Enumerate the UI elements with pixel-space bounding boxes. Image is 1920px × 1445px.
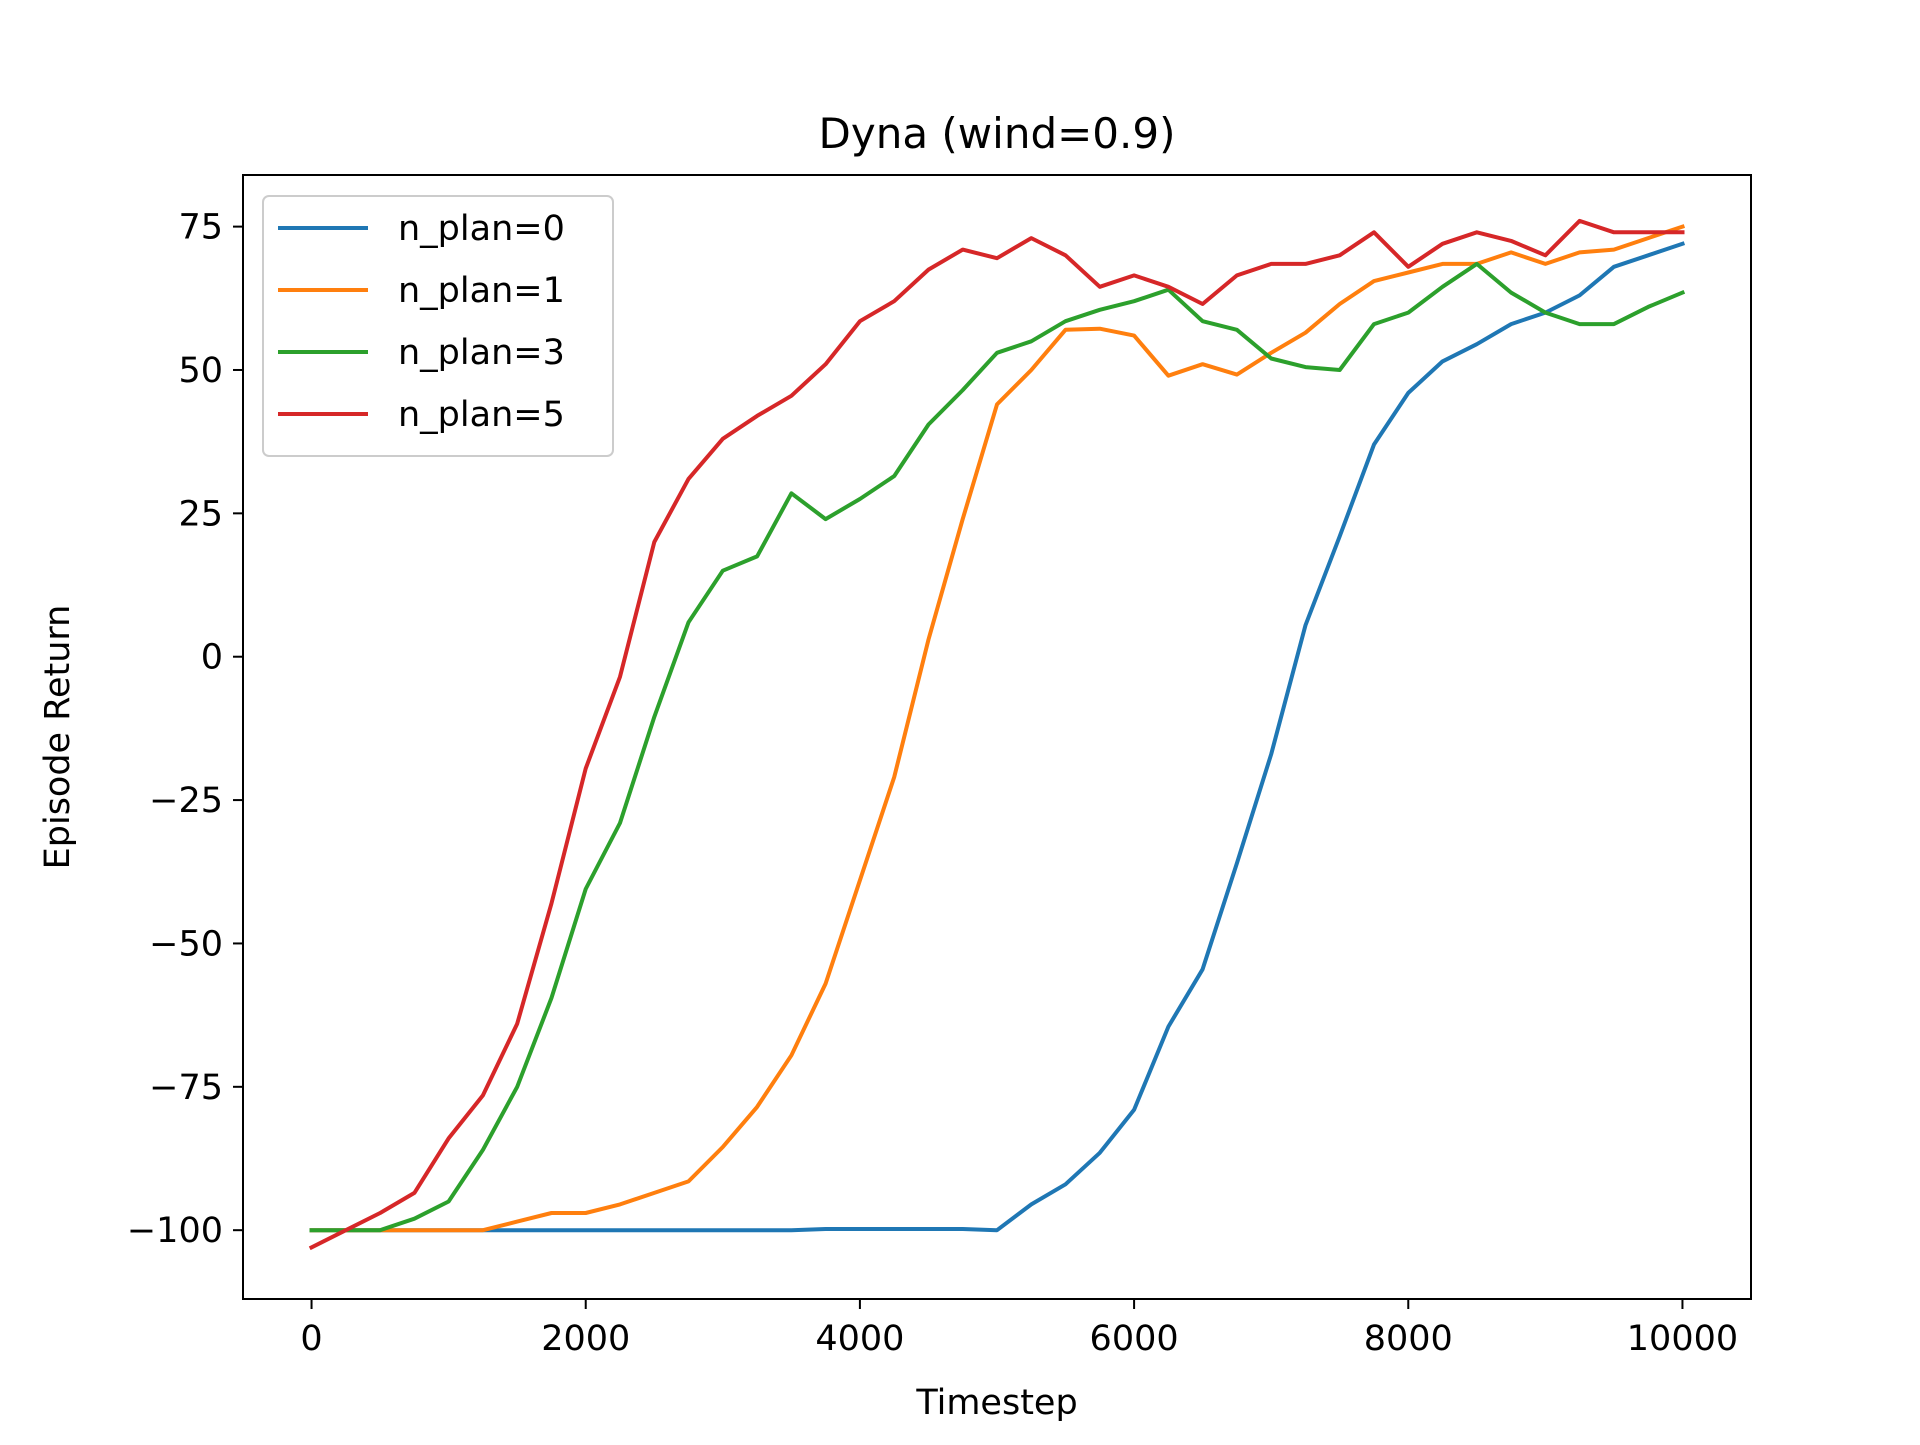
y-tick-label: −50 bbox=[149, 924, 223, 964]
series-layer bbox=[308, 218, 1686, 1251]
plot-area-frame bbox=[242, 174, 1752, 1300]
y-tick-label: −75 bbox=[149, 1068, 223, 1108]
x-axis: 0 2000 4000 6000 8000 10000 bbox=[300, 1299, 1738, 1359]
legend: n_plan=0 n_plan=1 n_plan=3 n_plan=5 bbox=[262, 195, 614, 457]
x-tick-label: 10000 bbox=[1627, 1319, 1738, 1359]
legend-label-2: n_plan=3 bbox=[398, 333, 565, 373]
x-axis-label: Timestep bbox=[915, 1383, 1077, 1423]
series-line-3 bbox=[308, 218, 1685, 1251]
y-tick-label: −25 bbox=[149, 781, 223, 821]
legend-label-3: n_plan=5 bbox=[398, 395, 565, 435]
series-line-1 bbox=[309, 224, 1686, 1233]
y-tick-label: 0 bbox=[201, 638, 223, 678]
y-tick-label: −100 bbox=[127, 1211, 223, 1251]
chart-title: Dyna (wind=0.9) bbox=[819, 109, 1176, 158]
x-tick-label: 4000 bbox=[815, 1319, 904, 1359]
legend-label-1: n_plan=1 bbox=[398, 271, 565, 311]
x-tick-label: 2000 bbox=[541, 1319, 630, 1359]
series-line-2 bbox=[309, 261, 1686, 1233]
y-axis: −100 −75 −50 −25 0 25 50 75 bbox=[127, 208, 243, 1251]
y-tick-label: 75 bbox=[178, 208, 223, 248]
y-tick-label: 25 bbox=[178, 494, 223, 534]
x-tick-label: 6000 bbox=[1090, 1319, 1179, 1359]
x-tick-label: 0 bbox=[300, 1319, 322, 1359]
x-tick-label: 8000 bbox=[1364, 1319, 1453, 1359]
series-line-0 bbox=[309, 241, 1686, 1233]
y-axis-label: Episode Return bbox=[38, 605, 78, 870]
legend-frame bbox=[262, 195, 614, 457]
legend-label-0: n_plan=0 bbox=[398, 209, 565, 249]
y-tick-label: 50 bbox=[178, 351, 223, 391]
